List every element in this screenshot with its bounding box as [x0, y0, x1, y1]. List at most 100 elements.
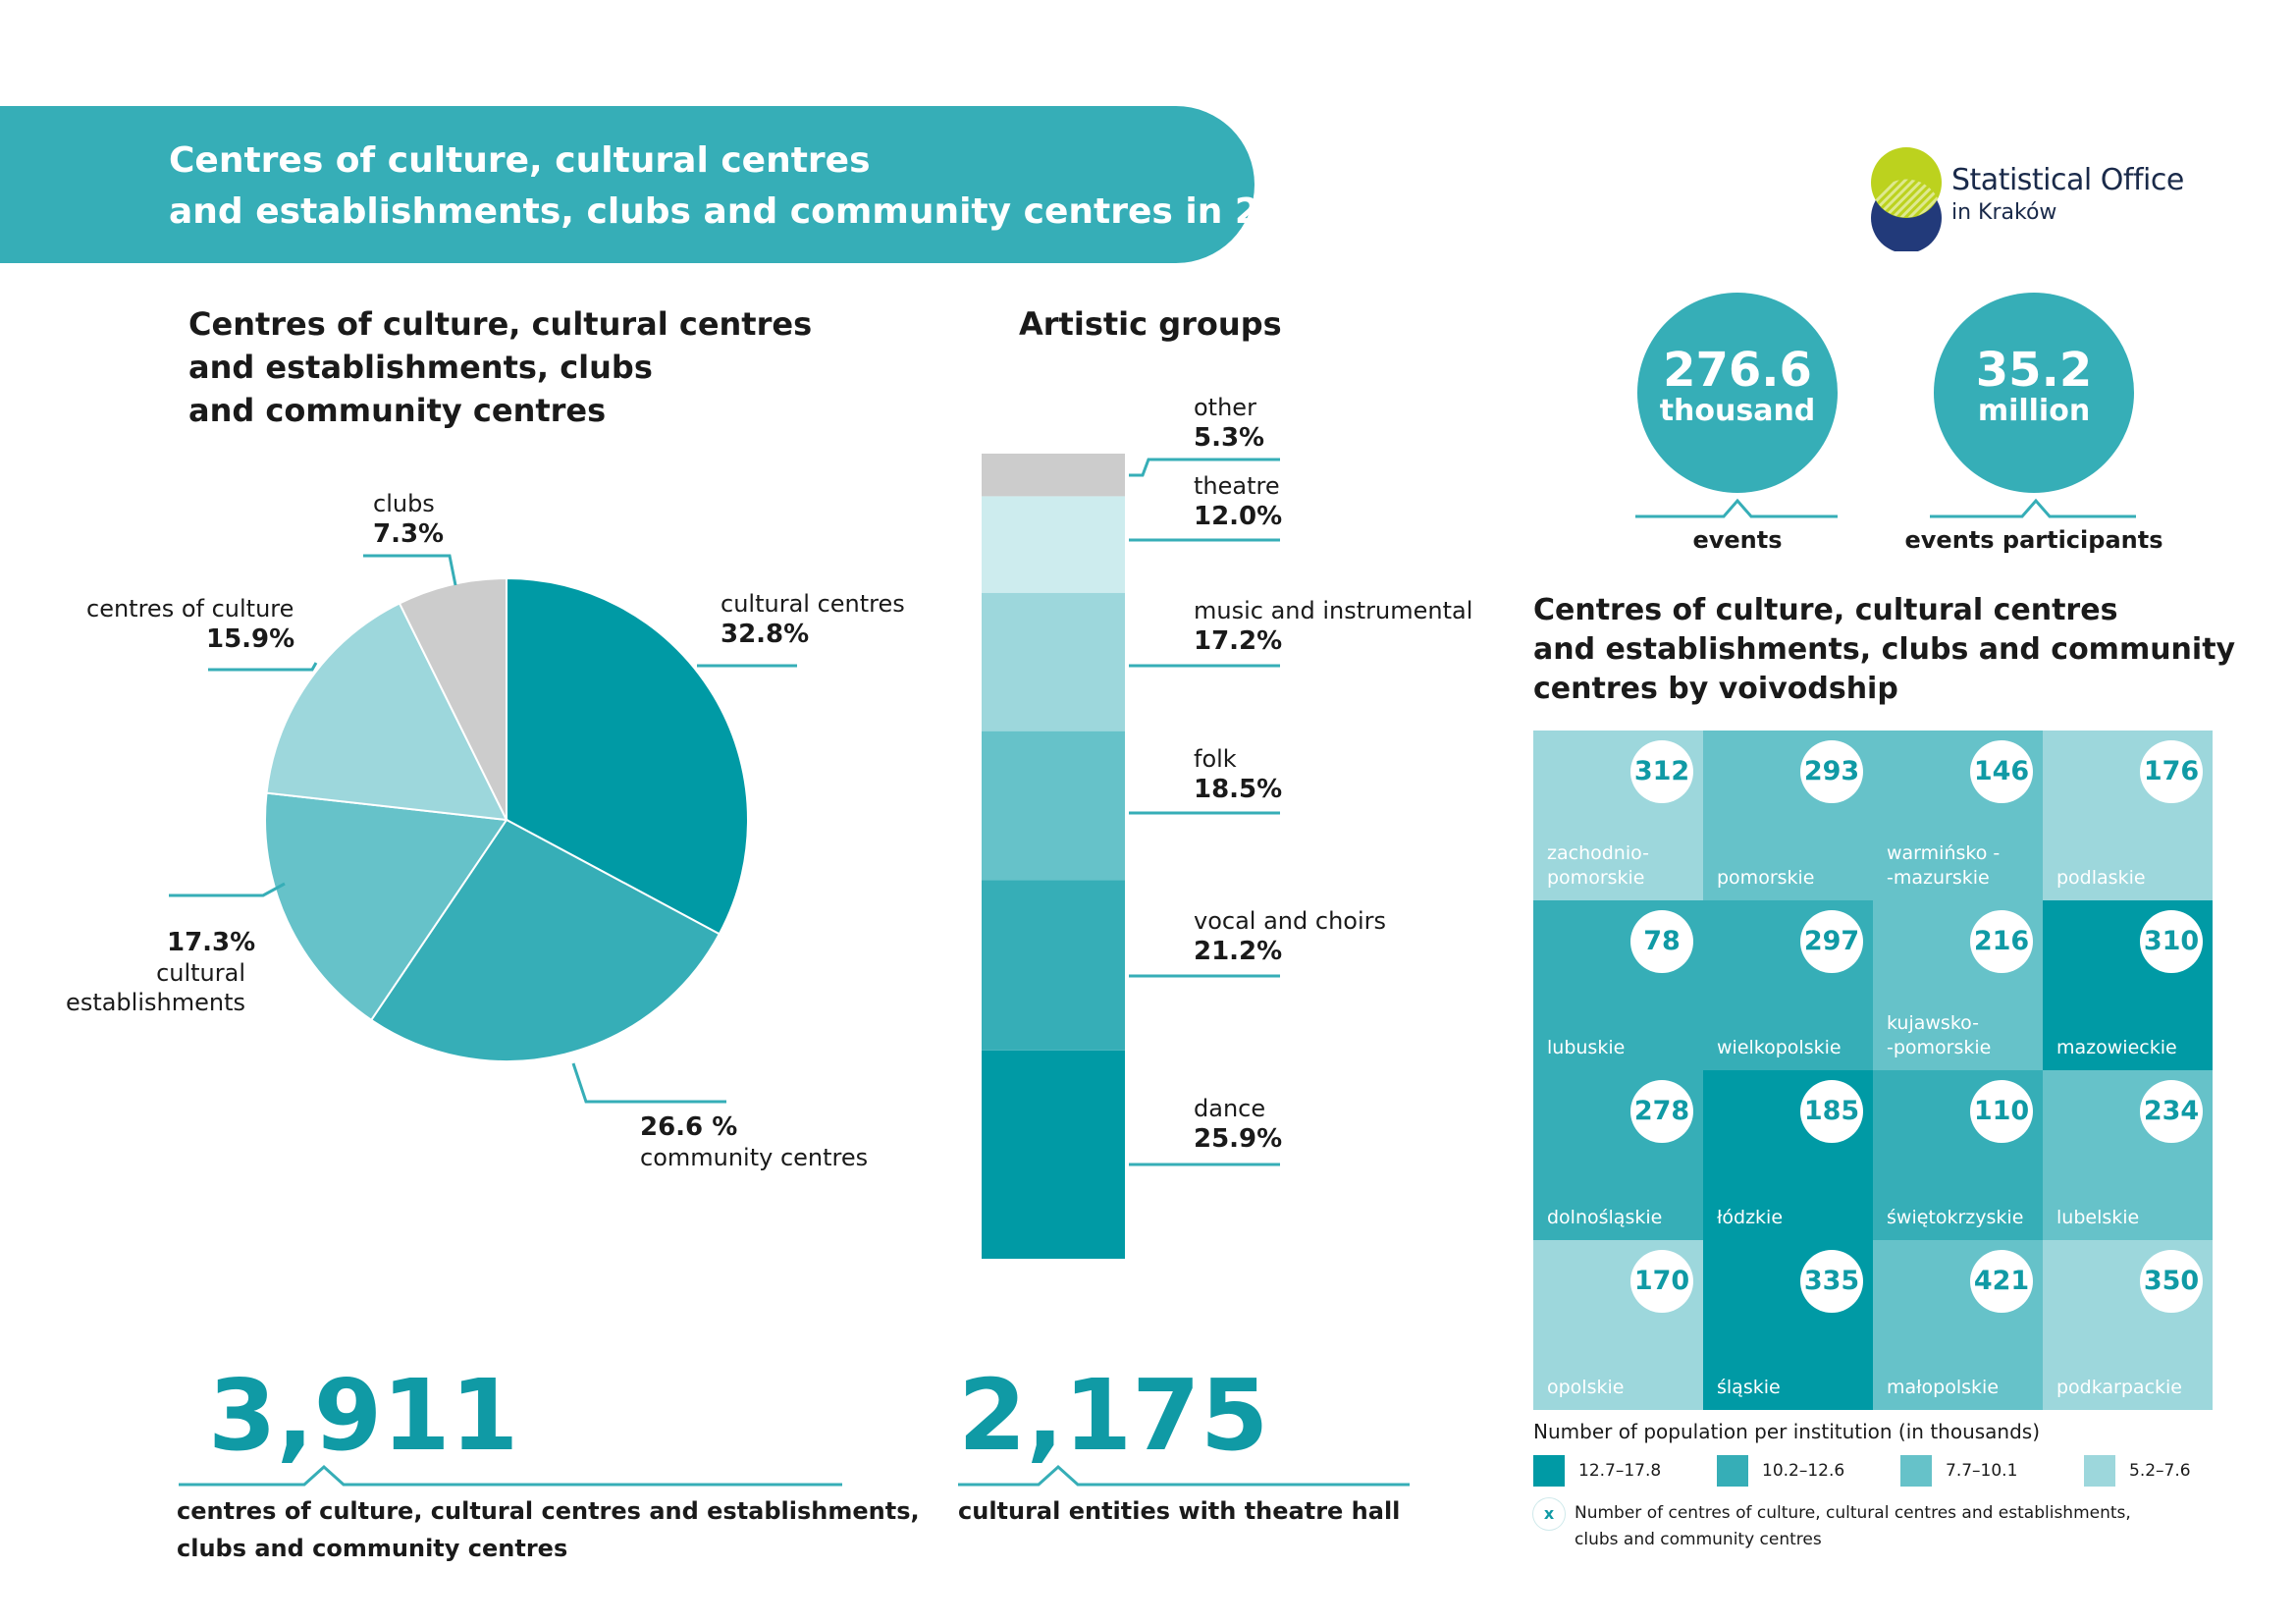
voivodship-count-badge: 146	[1970, 740, 2033, 803]
bar-segment-folk	[982, 731, 1125, 881]
events-unit: thousand	[1659, 394, 1816, 428]
voivodship-count-badge: 185	[1800, 1080, 1863, 1143]
voivodship-name: lubuskie	[1547, 1037, 1626, 1058]
voivodship-count-badge: 297	[1800, 910, 1863, 973]
bar-label-theatre: theatre 12.0%	[1194, 471, 1282, 532]
voivodship-tile: 310 mazowieckie	[2043, 900, 2213, 1070]
pie-label-name: cultural centres	[721, 590, 905, 618]
voivodship-name: wielkopolskie	[1717, 1037, 1842, 1058]
pie-label-value: 7.3%	[373, 519, 445, 549]
note-line-1: Number of centres of culture, cultural c…	[1575, 1503, 2131, 1523]
bar-label-name: vocal and choirs	[1194, 907, 1386, 935]
bar-label-value: 18.5%	[1194, 775, 1283, 804]
voivodship-count-badge: 278	[1630, 1080, 1693, 1143]
voivodship-count-badge: 176	[2140, 740, 2203, 803]
participants-unit: million	[1977, 394, 2091, 428]
voivodship-name: łódzkie	[1717, 1207, 1784, 1228]
pie-slice-centres-of-culture	[265, 602, 508, 822]
note-line-2: clubs and community centres	[1575, 1530, 1822, 1549]
voivodship-name: pomorskie	[1717, 867, 1815, 889]
pie-label-name: clubs	[373, 490, 435, 517]
pie-label-centres-of-culture: centres of culture 15.9%	[86, 594, 294, 655]
bar-label-folk: folk 18.5%	[1194, 744, 1282, 805]
bar-segment-theatre	[982, 496, 1125, 593]
voivodship-count-badge: 421	[1970, 1250, 2033, 1313]
bar-label-name: other	[1194, 394, 1256, 421]
bar-label-dance: dance 25.9%	[1194, 1094, 1282, 1155]
voivodship-tile: 78 lubuskie	[1533, 900, 1703, 1070]
voivodship-name: podkarpackie	[2056, 1377, 2182, 1398]
bar-segment-other	[982, 454, 1125, 497]
voivodship-count-badge: 335	[1800, 1250, 1863, 1313]
legend-swatch	[1900, 1455, 1932, 1487]
bar-label-music: music and instrumental 17.2%	[1194, 596, 1472, 657]
bar-label-value: 12.0%	[1194, 502, 1283, 531]
pie-label-cultural-establishments: 17.3% cultural establishments	[59, 927, 255, 1017]
voivodship-tile: 146 warmińsko - -mazurskie	[1873, 731, 2043, 900]
pie-title: Centres of culture, cultural centres and…	[188, 302, 812, 432]
voivodship-name: opolskie	[1547, 1377, 1625, 1398]
bar-title: Artistic groups	[1019, 305, 1282, 343]
map-title-line-2: and establishments, clubs and community	[1533, 632, 2236, 667]
underline-participants	[1930, 498, 2136, 518]
logo-subtitle: in Kraków	[1951, 200, 2057, 225]
pie-title-line-1: Centres of culture, cultural centres	[188, 305, 813, 343]
underline-theatre	[958, 1464, 1410, 1487]
voivodship-tile: 421 małopolskie	[1873, 1240, 2043, 1410]
voivodship-count-badge: 234	[2140, 1080, 2203, 1143]
bar-label-value: 17.2%	[1194, 626, 1283, 656]
caption-line-2: clubs and community centres	[177, 1535, 568, 1562]
page-title: Centres of culture, cultural centres and…	[169, 135, 1333, 238]
voivodship-name: kujawsko- -pomorskie	[1887, 1012, 1992, 1058]
pie-chart	[169, 554, 797, 1104]
bar-label-other: other 5.3%	[1194, 393, 1264, 454]
statistical-office-logo	[1871, 147, 1942, 251]
page-title-line-1: Centres of culture, cultural centres	[169, 140, 871, 181]
underline-institutions	[179, 1464, 842, 1487]
bar-label-name: dance	[1194, 1095, 1266, 1122]
voivodship-name: zachodnio-pomorskie	[1547, 842, 1649, 889]
map-title: Centres of culture, cultural centres and…	[1533, 591, 2235, 709]
events-circle: 276.6 thousand	[1637, 293, 1838, 493]
map-note: Number of centres of culture, cultural c…	[1575, 1500, 2131, 1553]
leader-other	[1129, 458, 1280, 477]
caption-line-1: centres of culture, cultural centres and…	[177, 1497, 920, 1525]
legend-swatch	[2084, 1455, 2115, 1487]
voivodship-count-badge: 78	[1630, 910, 1693, 973]
pie-slice-cultural-establishments	[264, 791, 508, 1022]
total-theatre-value: 2,175	[958, 1358, 1269, 1473]
map-title-line-3: centres by voivodship	[1533, 672, 1898, 706]
participants-circle: 35.2 million	[1934, 293, 2134, 493]
voivodship-tile: 110 świętokrzyskie	[1873, 1070, 2043, 1240]
underline-events	[1635, 498, 1838, 518]
pie-slice-community-centres	[369, 818, 721, 1062]
bar-label-name: folk	[1194, 745, 1237, 773]
pie-title-line-2: and establishments, clubs	[188, 349, 653, 386]
voivodship-name: lubelskie	[2056, 1207, 2140, 1228]
leader-cultural-establishments	[169, 882, 286, 897]
voivodship-count-badge: 293	[1800, 740, 1863, 803]
bar-segment-music-and-instrumental	[982, 592, 1125, 731]
bar-label-name: theatre	[1194, 472, 1280, 500]
leader-centres-of-culture	[208, 662, 318, 672]
voivodship-tile: 293 pomorskie	[1703, 731, 1873, 900]
voivodship-count-badge: 310	[2140, 910, 2203, 973]
legend-swatch	[1533, 1455, 1565, 1487]
voivodship-tile: 297 wielkopolskie	[1703, 900, 1873, 1070]
events-value: 276.6	[1663, 343, 1812, 398]
voivodship-tile: 278 dolnośląskie	[1533, 1070, 1703, 1240]
legend-title: Number of population per institution (in…	[1533, 1420, 2041, 1443]
title-banner	[0, 106, 1255, 263]
pie-slice-cultural-centres	[506, 576, 749, 936]
legend: 12.7–17.8 10.2–12.6 7.7–10.1 5.2–7.6	[1533, 1455, 2220, 1489]
total-institutions-caption: centres of culture, cultural centres and…	[177, 1492, 920, 1567]
legend-label: 5.2–7.6	[2129, 1461, 2191, 1481]
voivodship-tile: 312 zachodnio-pomorskie	[1533, 731, 1703, 900]
bar-label-value: 25.9%	[1194, 1124, 1283, 1154]
bar-segment-vocal-and-choirs	[982, 880, 1125, 1051]
legend-label: 12.7–17.8	[1578, 1461, 1662, 1481]
pie-label-name: centres of culture	[86, 595, 294, 623]
page-title-line-2: and establishments, clubs and community …	[169, 191, 1334, 232]
leader-community-centres	[571, 1062, 726, 1104]
events-caption: events	[1692, 526, 1783, 554]
